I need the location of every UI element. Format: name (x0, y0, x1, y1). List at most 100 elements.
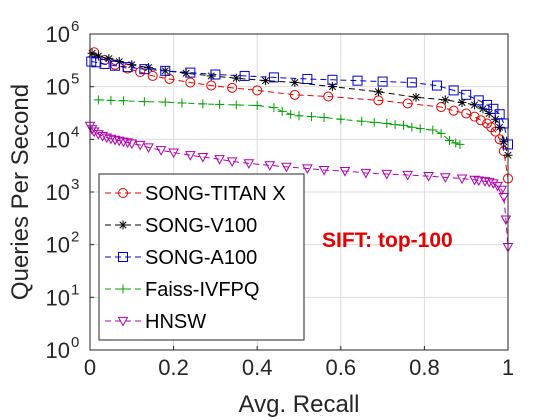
series-faiss-ivfpq (93, 95, 465, 149)
data-point (294, 111, 304, 121)
legend-item: SONG-A100 (105, 247, 257, 269)
y-axis-label: Queries Per Second (7, 84, 34, 300)
y-tick-label: 10 (46, 180, 70, 205)
data-point (399, 120, 408, 130)
data-point (168, 148, 179, 159)
data-point (323, 91, 334, 102)
x-tick-label: 0.4 (242, 355, 273, 380)
data-point (327, 74, 338, 85)
legend-label: SONG-V100 (145, 215, 257, 237)
data-point (109, 135, 121, 146)
data-point (469, 111, 480, 122)
y-tick-exponent: 0 (71, 334, 79, 351)
x-tick-label: 0.8 (409, 355, 440, 380)
series-line (89, 125, 509, 248)
y-tick-exponent: 3 (71, 176, 79, 193)
data-point (269, 103, 279, 113)
data-point (252, 85, 263, 96)
y-tick-label: 10 (46, 338, 70, 363)
data-point (319, 112, 329, 122)
data-point (206, 80, 217, 91)
data-point (440, 95, 450, 105)
data-point (139, 64, 150, 75)
data-point (198, 99, 208, 109)
data-point (184, 151, 196, 161)
data-point (88, 127, 100, 138)
data-point (134, 140, 146, 151)
data-point (93, 95, 103, 105)
series-line (93, 51, 509, 179)
data-point (277, 106, 287, 116)
data-point (377, 76, 388, 87)
data-point (479, 177, 491, 187)
data-point (289, 89, 300, 100)
data-point (336, 114, 346, 124)
data-point (339, 166, 351, 177)
data-point (360, 168, 372, 179)
y-tick-exponent: 4 (71, 123, 79, 140)
data-point (483, 177, 495, 188)
legend-marker (118, 188, 128, 198)
data-point (185, 67, 196, 78)
y-tick-label: 10 (46, 75, 70, 100)
data-point (475, 115, 486, 126)
data-point (105, 134, 117, 145)
y-tick-exponent: 5 (71, 71, 79, 88)
data-point (482, 99, 493, 110)
data-point (126, 139, 138, 150)
data-point (160, 97, 170, 107)
data-point (106, 95, 116, 105)
data-point (461, 89, 472, 100)
data-point (185, 77, 196, 88)
data-point (423, 172, 434, 182)
data-point (444, 136, 454, 146)
data-point (402, 170, 414, 181)
legend-label: SONG-A100 (145, 247, 257, 269)
series-hnsw (84, 121, 514, 253)
data-point (498, 193, 510, 203)
chart-annotation: SIFT: top-100 (322, 229, 453, 252)
data-point (86, 56, 97, 67)
y-tick-label: 10 (46, 285, 70, 310)
legend-item: Faiss-IVFPQ (105, 279, 259, 301)
data-point (488, 103, 499, 114)
data-point (406, 77, 417, 88)
data-point (473, 176, 485, 187)
y-tick-exponent: 1 (71, 281, 79, 298)
data-point (143, 143, 154, 154)
data-point (327, 82, 337, 92)
data-point (215, 99, 225, 109)
data-point (488, 179, 499, 190)
data-point (469, 175, 480, 186)
data-point (231, 73, 241, 83)
data-point (214, 155, 225, 165)
legend-box (98, 173, 305, 341)
data-point (122, 62, 133, 73)
data-point (281, 162, 292, 173)
x-tick-label: 0 (84, 355, 96, 380)
data-point (110, 60, 121, 71)
data-point (91, 57, 102, 68)
data-point (357, 116, 367, 126)
legend-marker (117, 316, 129, 327)
data-point (93, 51, 103, 61)
data-point (87, 48, 97, 58)
data-point (93, 130, 104, 140)
data-point (155, 146, 167, 156)
data-point (439, 173, 451, 183)
data-point (455, 139, 465, 149)
data-point (264, 161, 276, 171)
y-tick-label: 10 (46, 127, 70, 152)
data-point (436, 128, 446, 138)
legend-item: SONG-TITAN X (105, 183, 286, 205)
series-song-a100 (86, 56, 513, 150)
series-line (91, 61, 509, 145)
data-point (411, 92, 421, 102)
data-point (290, 77, 300, 87)
data-point (147, 70, 158, 81)
data-point (436, 102, 447, 113)
data-point (97, 132, 108, 142)
data-point (113, 136, 125, 147)
